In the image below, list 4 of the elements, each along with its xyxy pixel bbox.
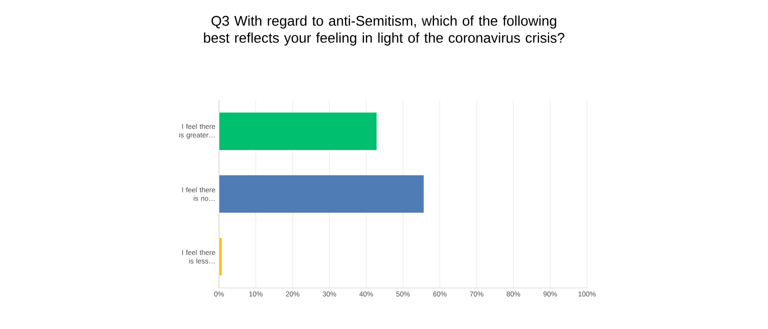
bar <box>218 112 378 151</box>
bar <box>218 174 424 214</box>
chart-title: Q3 With regard to anti-Semitism, which of the following best reflects your feeling in light of the coronavirus crisis? <box>204 16 564 46</box>
bar <box>218 237 222 276</box>
